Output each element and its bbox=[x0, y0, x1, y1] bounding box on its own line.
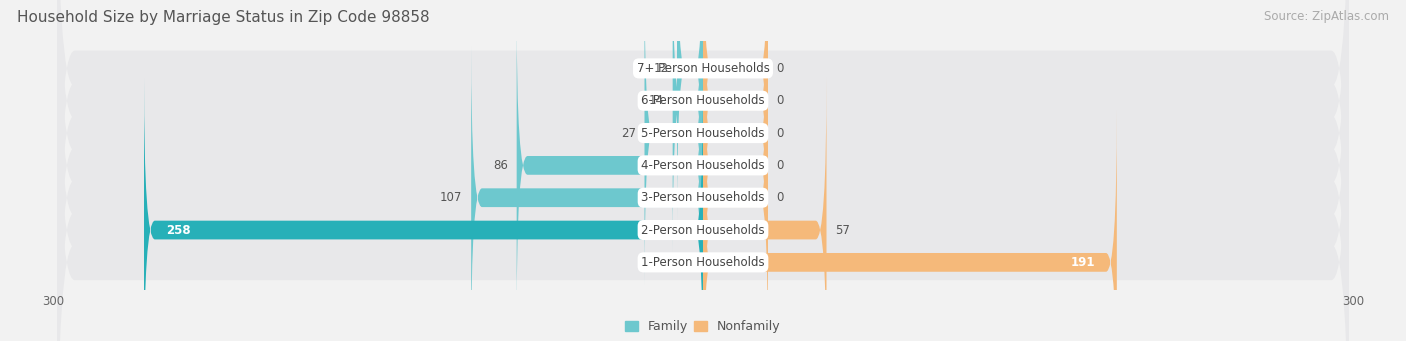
FancyBboxPatch shape bbox=[703, 45, 768, 341]
FancyBboxPatch shape bbox=[471, 45, 703, 341]
Text: 4-Person Households: 4-Person Households bbox=[641, 159, 765, 172]
FancyBboxPatch shape bbox=[58, 0, 1348, 309]
Text: 0: 0 bbox=[776, 94, 785, 107]
FancyBboxPatch shape bbox=[703, 0, 768, 253]
FancyBboxPatch shape bbox=[58, 0, 1348, 341]
FancyBboxPatch shape bbox=[703, 0, 768, 221]
FancyBboxPatch shape bbox=[703, 0, 768, 285]
Text: 86: 86 bbox=[494, 159, 508, 172]
FancyBboxPatch shape bbox=[516, 13, 703, 318]
Text: 6-Person Households: 6-Person Households bbox=[641, 94, 765, 107]
Text: 107: 107 bbox=[440, 191, 463, 204]
FancyBboxPatch shape bbox=[58, 0, 1348, 341]
Text: 12: 12 bbox=[654, 62, 668, 75]
Text: Source: ZipAtlas.com: Source: ZipAtlas.com bbox=[1264, 10, 1389, 23]
Text: 0: 0 bbox=[776, 191, 785, 204]
FancyBboxPatch shape bbox=[678, 0, 703, 221]
Text: 57: 57 bbox=[835, 224, 851, 237]
Text: 7+ Person Households: 7+ Person Households bbox=[637, 62, 769, 75]
Text: 0: 0 bbox=[776, 127, 785, 139]
FancyBboxPatch shape bbox=[58, 0, 1348, 341]
FancyBboxPatch shape bbox=[644, 0, 703, 285]
Legend: Family, Nonfamily: Family, Nonfamily bbox=[620, 315, 786, 338]
Text: 1-Person Households: 1-Person Households bbox=[641, 256, 765, 269]
Text: 5-Person Households: 5-Person Households bbox=[641, 127, 765, 139]
Text: 27: 27 bbox=[621, 127, 636, 139]
Text: 0: 0 bbox=[776, 62, 785, 75]
Text: 14: 14 bbox=[650, 94, 664, 107]
FancyBboxPatch shape bbox=[703, 13, 768, 318]
FancyBboxPatch shape bbox=[672, 0, 703, 253]
Text: Household Size by Marriage Status in Zip Code 98858: Household Size by Marriage Status in Zip… bbox=[17, 10, 429, 25]
Text: 3-Person Households: 3-Person Households bbox=[641, 191, 765, 204]
FancyBboxPatch shape bbox=[58, 0, 1348, 341]
FancyBboxPatch shape bbox=[143, 78, 703, 341]
FancyBboxPatch shape bbox=[703, 78, 827, 341]
Text: 2-Person Households: 2-Person Households bbox=[641, 224, 765, 237]
FancyBboxPatch shape bbox=[58, 21, 1348, 341]
Text: 258: 258 bbox=[166, 224, 190, 237]
Text: 191: 191 bbox=[1070, 256, 1095, 269]
FancyBboxPatch shape bbox=[58, 0, 1348, 341]
FancyBboxPatch shape bbox=[703, 110, 1116, 341]
Text: 0: 0 bbox=[776, 159, 785, 172]
